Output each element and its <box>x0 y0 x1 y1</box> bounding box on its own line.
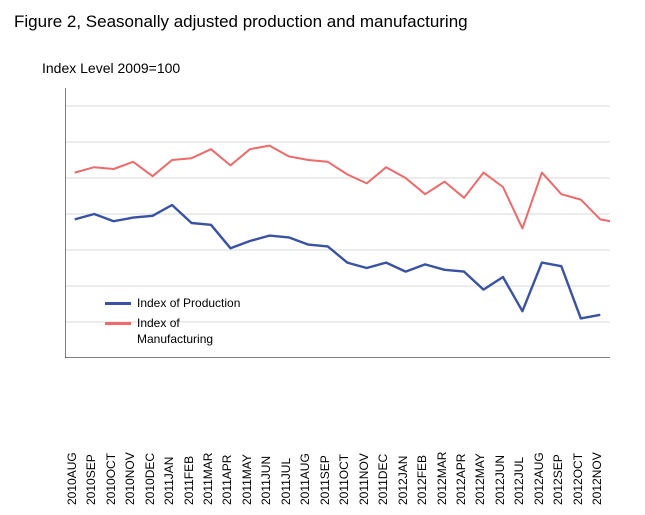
x-axis-labels: 2010AUG 2010SEP 2010OCT 2010NOV 2010DEC 2011J… <box>65 365 610 505</box>
figure-title: Figure 2, Seasonally adjusted production… <box>14 12 468 32</box>
legend-item: Index of Manufacturing <box>105 315 247 347</box>
x-tick-label: 2012NOV <box>590 452 604 505</box>
y-axis-title: Index Level 2009=100 <box>42 60 180 76</box>
x-tick-label: 2011FEB <box>182 456 196 505</box>
x-tick-label: 2012MAR <box>435 452 449 505</box>
series-line-1 <box>75 146 610 229</box>
x-tick-label: 2011MAY <box>240 454 254 505</box>
x-tick-label: 2011JAN <box>162 457 176 505</box>
x-tick-label: 2012JUL <box>512 457 526 505</box>
x-tick-label: 2011SEP <box>318 455 332 505</box>
x-tick-label: 2012JAN <box>396 456 410 505</box>
legend-swatch <box>105 302 131 305</box>
x-tick-label: 2012FEB <box>415 455 429 505</box>
x-tick-label: 2012APR <box>454 454 468 505</box>
x-tick-label: 2012OCT <box>571 453 585 505</box>
x-tick-label: 2011NOV <box>357 453 371 505</box>
x-tick-label: 2011AUG <box>298 453 312 505</box>
x-tick-label: 2011DEC <box>376 454 390 505</box>
x-tick-label: 2010SEP <box>84 454 98 505</box>
x-tick-label: 2012AUG <box>532 452 546 505</box>
x-tick-label: 2011JUN <box>259 456 273 505</box>
x-tick-label: 2011APR <box>220 455 234 505</box>
x-tick-label: 2010NOV <box>123 452 137 505</box>
legend-item: Index of Production <box>105 295 247 311</box>
legend-label: Index of Manufacturing <box>137 315 247 347</box>
x-tick-label: 2010OCT <box>104 453 118 505</box>
x-tick-label: 2012MAY <box>473 453 487 505</box>
x-tick-label: 2012JUN <box>493 455 507 505</box>
x-tick-label: 2011MAR <box>201 453 215 505</box>
x-tick-label: 2010AUG <box>65 452 79 505</box>
legend-label: Index of Production <box>137 295 240 311</box>
x-tick-label: 2012SEP <box>551 454 565 505</box>
legend: Index of Production Index of Manufacturin… <box>105 295 247 351</box>
x-tick-label: 2011JUL <box>279 458 293 505</box>
x-tick-label: 2010DEC <box>143 453 157 505</box>
legend-swatch <box>105 322 131 325</box>
x-tick-label: 2011OCT <box>337 454 351 505</box>
